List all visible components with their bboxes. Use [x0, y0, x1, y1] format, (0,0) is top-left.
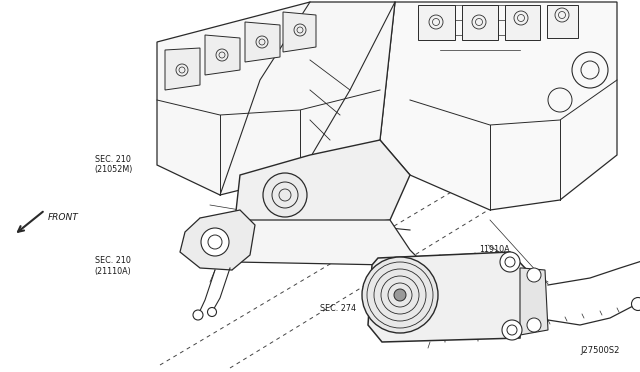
Polygon shape	[380, 2, 617, 210]
Circle shape	[201, 228, 229, 256]
Polygon shape	[218, 220, 420, 265]
Circle shape	[502, 320, 522, 340]
Text: J27500S2: J27500S2	[580, 346, 620, 355]
Polygon shape	[368, 252, 525, 342]
Polygon shape	[462, 5, 498, 40]
Polygon shape	[547, 5, 578, 38]
Text: SEC. 210
(21110A): SEC. 210 (21110A)	[95, 256, 131, 276]
Polygon shape	[418, 5, 455, 40]
Polygon shape	[245, 22, 280, 62]
Text: 11910A: 11910A	[479, 245, 509, 254]
Text: SEC. 274: SEC. 274	[320, 304, 356, 312]
Polygon shape	[235, 140, 410, 230]
Polygon shape	[157, 2, 395, 195]
Text: SEC. 210
(21052M): SEC. 210 (21052M)	[95, 155, 133, 174]
Text: 11910AA: 11910AA	[397, 296, 433, 305]
Circle shape	[394, 289, 406, 301]
Circle shape	[527, 318, 541, 332]
Circle shape	[193, 310, 203, 320]
Circle shape	[500, 252, 520, 272]
Circle shape	[207, 308, 216, 317]
Circle shape	[632, 298, 640, 311]
Text: FRONT: FRONT	[48, 213, 79, 222]
Polygon shape	[520, 268, 548, 335]
Polygon shape	[505, 5, 540, 40]
Circle shape	[263, 173, 307, 217]
Polygon shape	[283, 12, 316, 52]
Circle shape	[362, 257, 438, 333]
Circle shape	[527, 268, 541, 282]
Polygon shape	[205, 35, 240, 75]
Polygon shape	[165, 48, 200, 90]
Polygon shape	[180, 210, 255, 270]
